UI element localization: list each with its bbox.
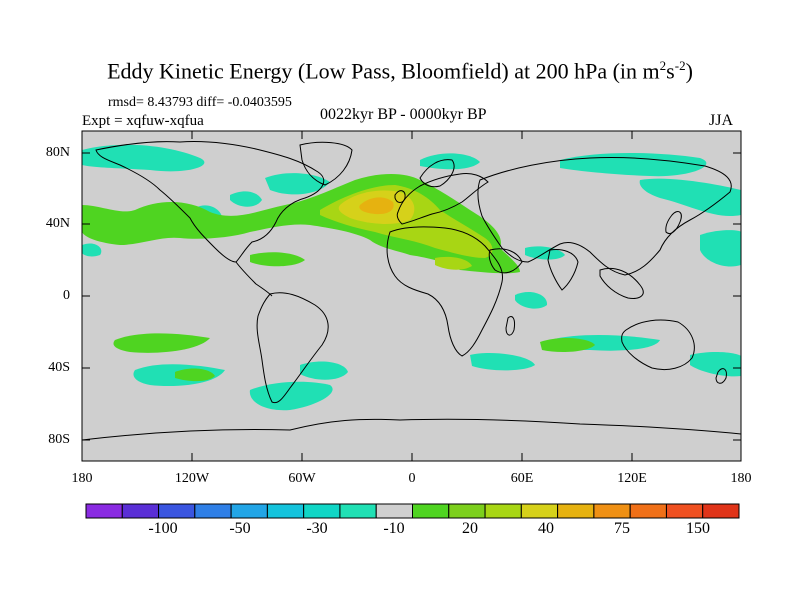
lon-label-60e: 60E xyxy=(510,471,534,486)
colorbar-box xyxy=(339,503,377,519)
colorbar-box xyxy=(85,503,123,519)
lon-label-180w: 180 xyxy=(71,471,93,486)
teal-region xyxy=(560,153,707,177)
experiment-label: Expt = xqfuw-xqfua xyxy=(82,113,204,129)
lon-label-0: 0 xyxy=(408,471,416,486)
africa-outline xyxy=(386,226,504,357)
colorbar-box xyxy=(557,503,595,519)
colorbar-label: -30 xyxy=(306,520,328,537)
orange-region xyxy=(359,197,394,215)
colorbar-box xyxy=(158,503,196,519)
lon-label-120e: 120E xyxy=(617,471,647,486)
arabia-outline xyxy=(488,248,523,274)
colorbar-box xyxy=(194,503,232,519)
colorbar-label: -100 xyxy=(148,520,178,537)
colorbar-box xyxy=(412,503,450,519)
lat-label-40n: 40N xyxy=(45,216,70,231)
se-asia-outline xyxy=(599,267,644,299)
teal-region xyxy=(690,352,741,377)
colorbar-box xyxy=(484,503,522,519)
india-outline xyxy=(547,249,579,291)
green-region xyxy=(113,333,210,353)
antarctica-outline xyxy=(82,418,741,441)
teal-region xyxy=(515,291,548,309)
green-region xyxy=(540,338,595,353)
south-america-outline xyxy=(256,292,329,404)
lon-label-120w: 120W xyxy=(174,471,210,486)
teal-region xyxy=(470,353,535,371)
period-label: 0022kyr BP - 0000kyr BP xyxy=(320,106,487,123)
new-zealand-outline xyxy=(715,368,727,384)
asia-outline xyxy=(477,156,732,276)
greenland-outline xyxy=(299,141,353,186)
teal-region xyxy=(420,153,480,170)
teal-region xyxy=(700,230,741,267)
central-america-outline xyxy=(235,261,273,297)
lon-label-180e: 180 xyxy=(730,471,752,486)
colorbar-box xyxy=(665,503,704,519)
coastlines xyxy=(82,141,741,441)
europe-outline xyxy=(396,173,489,225)
british-isles-outline xyxy=(394,190,406,203)
colorbar-box xyxy=(303,503,341,519)
lat-label-80s: 80S xyxy=(48,432,70,447)
teal-region xyxy=(82,243,102,257)
colorbar-box xyxy=(593,503,631,519)
scandinavia-outline xyxy=(419,159,455,188)
map-title: Eddy Kinetic Energy (Low Pass, Bloomfiel… xyxy=(107,58,693,84)
colorbar-label: 20 xyxy=(462,520,478,537)
anomaly-contours xyxy=(82,144,741,411)
axis-ticks xyxy=(82,131,741,461)
teal-region xyxy=(230,191,262,207)
colorbar-box xyxy=(702,503,740,519)
colorbar-box xyxy=(448,503,486,519)
teal-region xyxy=(300,361,348,380)
colorbar-label: 75 xyxy=(614,520,630,537)
teal-region xyxy=(82,144,205,172)
japan-outline xyxy=(665,211,682,235)
australia-outline xyxy=(621,319,695,371)
madagascar-outline xyxy=(505,316,515,336)
teal-region xyxy=(639,178,741,217)
colorbar-box xyxy=(375,503,413,519)
colorbar-box xyxy=(629,503,667,519)
lat-label-40s: 40S xyxy=(48,360,70,375)
lon-label-60w: 60W xyxy=(288,471,316,486)
colorbar-box xyxy=(266,503,305,519)
colorbar-label: -50 xyxy=(229,520,251,537)
season-label: JJA xyxy=(709,112,734,129)
colorbar-label: -10 xyxy=(383,520,405,537)
green-region xyxy=(175,368,215,382)
yellowgreen-region xyxy=(435,256,472,270)
colorbar-label: 150 xyxy=(686,520,710,537)
lat-label-80n: 80N xyxy=(45,145,70,160)
colorbar-box xyxy=(230,503,268,519)
colorbar xyxy=(85,503,740,519)
stats-text: rmsd= 8.43793 diff= -0.0403595 xyxy=(108,95,292,110)
lat-label-0: 0 xyxy=(63,288,70,303)
colorbar-box xyxy=(520,503,559,519)
north-america-outline xyxy=(95,141,325,263)
colorbar-box xyxy=(121,503,160,519)
green-region xyxy=(250,252,305,267)
teal-region xyxy=(249,381,333,411)
colorbar-label: 40 xyxy=(538,520,554,537)
